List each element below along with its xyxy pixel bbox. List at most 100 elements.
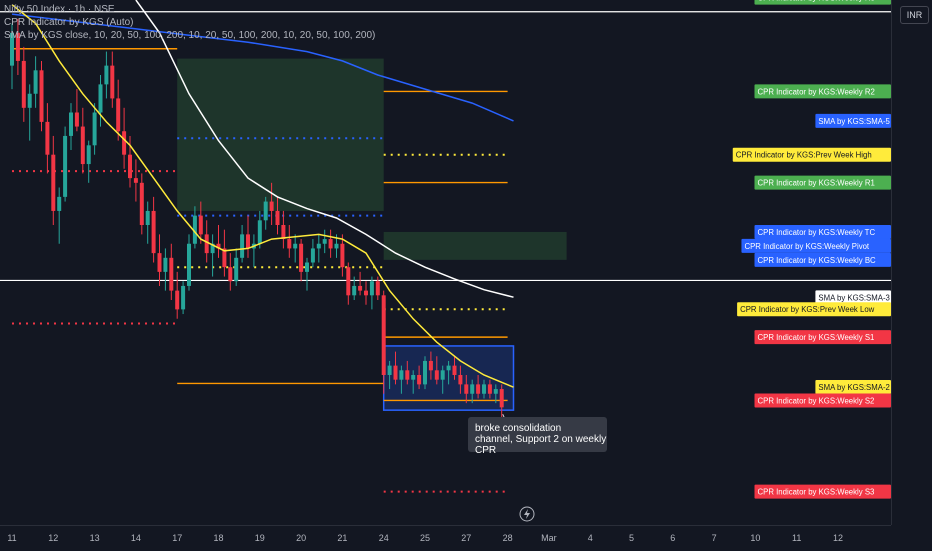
price-scale[interactable] (891, 0, 932, 525)
price-label-box (754, 224, 891, 239)
candle-body (139, 182, 144, 225)
candle-body (493, 389, 498, 394)
sma-line (11, 13, 514, 122)
candle-body (482, 384, 486, 394)
candle-body (163, 257, 168, 272)
candle-body (405, 370, 410, 380)
candle-body (340, 243, 345, 268)
time-tick-label: 17 (172, 533, 182, 543)
candle-body (487, 384, 492, 394)
time-tick-label: 11 (792, 533, 801, 543)
candle-body (328, 239, 333, 249)
annotation-callout[interactable]: broke consolidation channel, Support 2 o… (468, 417, 607, 456)
price-label-box (754, 84, 891, 99)
price-label-text: CPR Indicator by KGS:Prev Week Low (740, 305, 875, 314)
candle-body (187, 243, 191, 286)
price-label-box (741, 238, 891, 253)
sma-line (11, 4, 514, 388)
candle-body (45, 121, 50, 155)
candle-body (15, 32, 20, 61)
candle-body (157, 253, 162, 272)
candle-body (133, 178, 138, 183)
candle-body (116, 98, 121, 132)
candle-body (299, 243, 304, 272)
legend-indicator-sma[interactable]: SMA by KGS close, 10, 20, 50, 100, 200, … (4, 30, 376, 41)
candle-body (192, 215, 197, 244)
candle-body (246, 234, 250, 249)
sma-line (135, 0, 514, 298)
candle-body (499, 389, 504, 408)
time-tick-label: 7 (712, 533, 717, 543)
candle-body (27, 93, 32, 108)
legend-symbol[interactable]: Nifty 50 Index · 1h · NSE (4, 4, 115, 15)
flash-icon (519, 506, 535, 522)
time-axis[interactable] (0, 525, 891, 551)
candle-body (411, 375, 416, 380)
legend-indicator-cpr[interactable]: CPR Indicator by KGS (Auto) (4, 17, 134, 28)
candle-body (204, 234, 209, 254)
time-tick-label: 24 (379, 533, 389, 543)
candle-body (369, 281, 374, 296)
candle-body (364, 290, 368, 296)
price-label-text: CPR Indicator by KGS:Weekly R1 (758, 179, 875, 188)
candle-body (228, 267, 233, 282)
candle-body (104, 65, 109, 85)
candle-body (440, 370, 445, 380)
candle-body (310, 248, 315, 263)
candle-body (181, 285, 186, 310)
currency-label-text[interactable]: INR (899, 6, 930, 24)
price-label-box (732, 147, 891, 162)
candle-body (287, 239, 292, 249)
candle-body (57, 196, 62, 211)
time-tick-label: 11 (7, 533, 16, 543)
candle-body (334, 243, 339, 249)
chart-legend: Nifty 50 Index · 1h · NSE CPR Indicator … (4, 3, 375, 42)
candle-body (198, 215, 203, 235)
candle-body (98, 84, 103, 113)
candle-body (458, 375, 463, 385)
time-tick-label: Mar (541, 533, 557, 543)
candle-body (10, 32, 14, 66)
flash-icon-bolt (524, 509, 530, 519)
price-label-box (815, 113, 891, 128)
candle-body (263, 201, 268, 221)
price-label-text: CPR Indicator by KGS:Weekly BC (758, 256, 877, 265)
candle-body (151, 210, 156, 254)
candle-body (275, 210, 280, 225)
time-tick-label: 20 (296, 533, 306, 543)
time-tick-label: 12 (833, 533, 843, 543)
candle-body (428, 360, 433, 371)
candle-body (145, 210, 150, 225)
candle-body (399, 370, 404, 380)
time-tick-label: 12 (48, 533, 58, 543)
time-tick-label: 4 (588, 533, 593, 543)
candle-body (316, 243, 321, 249)
candle-body (387, 365, 392, 375)
candle-body (169, 257, 174, 291)
price-label-text: SMA by KGS:SMA-2 (818, 383, 890, 392)
candle-body (39, 70, 44, 122)
currency-label[interactable]: INR (891, 4, 932, 26)
plot-group (0, 0, 891, 493)
candle-body (234, 257, 239, 282)
candle-body (381, 295, 386, 375)
candle-body (128, 154, 132, 179)
price-label-text: CPR Indicator by KGS:Weekly S2 (758, 396, 875, 405)
price-label-box (754, 0, 891, 5)
cpr-zone (383, 231, 567, 260)
candle-body (434, 370, 439, 380)
candle-body (210, 243, 215, 254)
candle-body (21, 60, 26, 108)
candle-body (122, 131, 127, 155)
candle-body (110, 65, 115, 99)
candle-body (375, 281, 380, 296)
cpr-zone (177, 58, 384, 211)
candle-body (92, 112, 97, 146)
candle-body (51, 154, 56, 211)
price-label-box (737, 302, 891, 317)
candle-body (452, 365, 457, 375)
time-tick-label: 28 (503, 533, 513, 543)
time-tick-label: 21 (337, 533, 347, 543)
